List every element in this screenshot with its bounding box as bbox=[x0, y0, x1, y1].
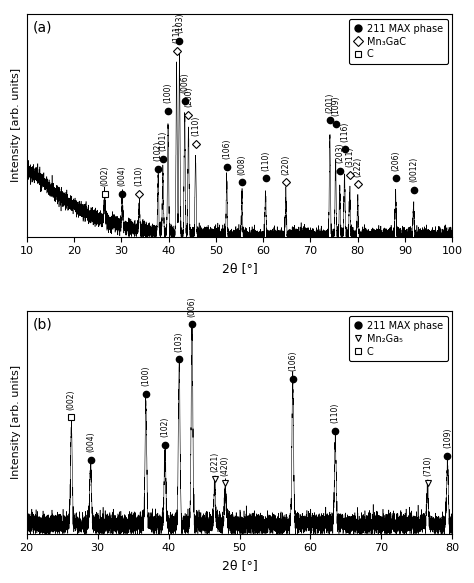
Text: (110): (110) bbox=[191, 115, 200, 136]
Text: (420): (420) bbox=[221, 455, 230, 476]
Text: (106): (106) bbox=[288, 350, 297, 371]
Text: (102): (102) bbox=[161, 416, 170, 437]
Text: (100): (100) bbox=[141, 366, 150, 387]
Text: (004): (004) bbox=[86, 431, 95, 452]
Text: (100): (100) bbox=[164, 82, 173, 103]
Text: (101): (101) bbox=[158, 131, 167, 152]
Text: (b): (b) bbox=[33, 318, 53, 332]
Text: (106): (106) bbox=[222, 139, 231, 159]
Text: (206): (206) bbox=[391, 150, 400, 171]
Text: (004): (004) bbox=[118, 166, 127, 186]
Text: (710): (710) bbox=[423, 455, 432, 476]
Text: (220): (220) bbox=[282, 154, 291, 174]
Y-axis label: Intensity [arb. units]: Intensity [arb. units] bbox=[11, 365, 21, 479]
Text: (203): (203) bbox=[335, 142, 344, 163]
Text: (109): (109) bbox=[443, 428, 452, 448]
Text: (109): (109) bbox=[331, 96, 340, 117]
Text: (111): (111) bbox=[172, 23, 181, 43]
Text: (116): (116) bbox=[340, 121, 349, 142]
Text: (102): (102) bbox=[154, 141, 163, 161]
Text: (311): (311) bbox=[345, 146, 354, 167]
Text: (110): (110) bbox=[135, 166, 144, 186]
Legend: 211 MAX phase, Mn₂Ga₅, C: 211 MAX phase, Mn₂Ga₅, C bbox=[349, 316, 447, 361]
Text: (a): (a) bbox=[33, 20, 53, 34]
Text: (222): (222) bbox=[353, 156, 362, 177]
X-axis label: 2θ [°]: 2θ [°] bbox=[222, 262, 257, 275]
Text: (103): (103) bbox=[175, 331, 184, 352]
Text: (008): (008) bbox=[237, 154, 246, 174]
Text: (110): (110) bbox=[331, 403, 340, 423]
Text: (103): (103) bbox=[175, 13, 184, 33]
Text: (006): (006) bbox=[188, 296, 197, 317]
Text: (110): (110) bbox=[261, 150, 270, 171]
Text: (002): (002) bbox=[100, 166, 109, 186]
Text: (201): (201) bbox=[325, 92, 334, 113]
Text: (200): (200) bbox=[184, 86, 193, 107]
Text: (0012): (0012) bbox=[409, 157, 418, 182]
Y-axis label: Intensity [arb. units]: Intensity [arb. units] bbox=[11, 68, 21, 182]
X-axis label: 2θ [°]: 2θ [°] bbox=[222, 559, 257, 572]
Text: (006): (006) bbox=[180, 73, 189, 93]
Text: (221): (221) bbox=[210, 451, 219, 472]
Text: (002): (002) bbox=[67, 389, 76, 410]
Legend: 211 MAX phase, Mn₃GaC, C: 211 MAX phase, Mn₃GaC, C bbox=[349, 19, 447, 64]
